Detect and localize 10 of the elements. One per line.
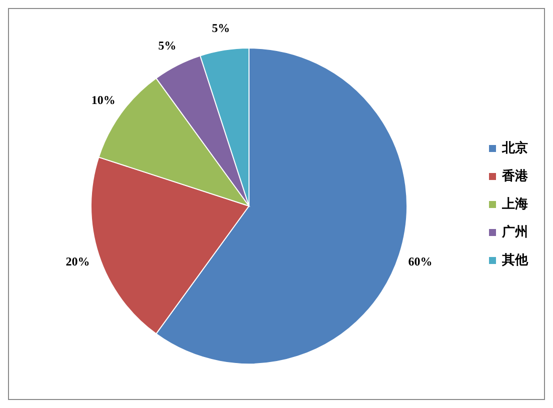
legend-label: 香港 — [502, 168, 528, 185]
legend-label: 上海 — [502, 196, 528, 213]
data-label: 5% — [212, 21, 230, 36]
data-label: 60% — [408, 254, 432, 269]
legend-label: 广州 — [502, 224, 528, 241]
data-label: 5% — [158, 38, 176, 53]
data-label: 10% — [91, 93, 116, 108]
legend-label: 其他 — [502, 252, 528, 269]
legend-label: 北京 — [502, 140, 528, 157]
data-label: 20% — [66, 254, 90, 269]
